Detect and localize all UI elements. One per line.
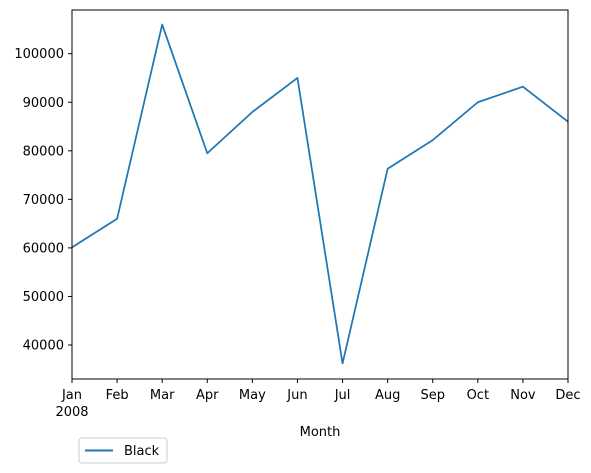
legend: Black [78,437,168,464]
y-tick-label: 40000 [23,339,64,354]
y-tick-label: 60000 [23,241,64,256]
legend-box [78,437,168,464]
legend-label-black: Black [124,444,160,459]
y-tick-label: 100000 [14,47,64,62]
x-tick-label: Jul [334,388,351,403]
x-tick-label: May [239,388,266,403]
y-tick-label: 50000 [23,290,64,305]
x-tick-label: Dec [555,388,580,403]
plot-frame [71,9,569,380]
x-axis-ticks: Jan Feb Mar Apr May Jun Jul Aug Sep Oct Nov Dec [61,379,581,403]
x-tick-label: Apr [196,388,219,403]
series-lines [71,23,569,365]
y-axis-ticks: 40000 50000 60000 70000 80000 90000 100000 [14,47,72,354]
y-tick-label: 80000 [23,144,64,159]
x-tick-label: Nov [510,388,536,403]
x-tick-label: Aug [375,388,400,403]
x-tick-label: Jan [61,388,82,403]
x-tick-label: Oct [467,388,489,403]
y-tick-label: 70000 [23,193,64,208]
x-axis-label: Month [300,425,341,440]
series-line-black [71,23,569,365]
x-tick-label: Jun [286,388,307,403]
x-tick-label: Mar [150,388,175,403]
y-tick-label: 90000 [23,96,64,111]
x-tick-label: Sep [420,388,445,403]
x-tick-label: Feb [106,388,129,403]
x-axis-year-label: 2008 [55,405,88,420]
